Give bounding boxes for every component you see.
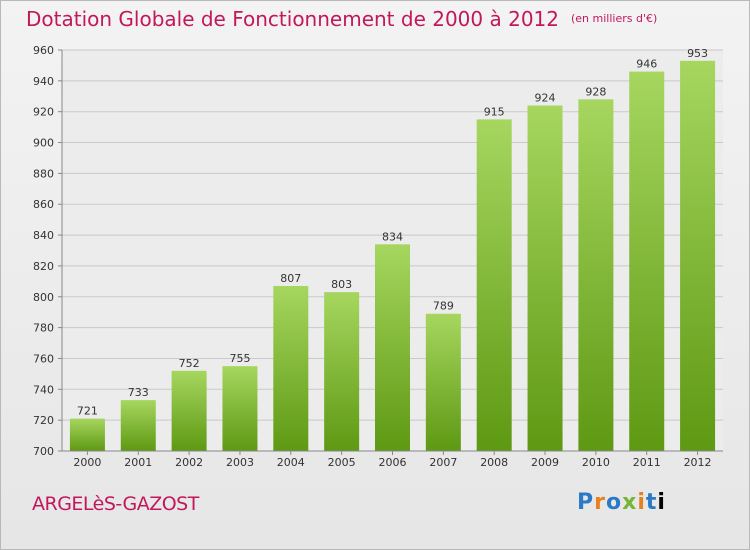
y-tick-label: 720	[33, 414, 54, 427]
y-tick-label: 740	[33, 383, 54, 396]
value-label: 834	[382, 230, 403, 243]
bar-2004	[273, 285, 309, 451]
bar-2001	[120, 400, 156, 451]
bar-2012	[680, 60, 716, 452]
city-name: ARGELèS-GAZOST	[32, 493, 199, 515]
bar-2009	[527, 105, 563, 452]
y-tick-label: 900	[33, 137, 54, 150]
x-tick-label: 2012	[684, 456, 712, 469]
x-tick-label: 2006	[379, 456, 407, 469]
bar-2010	[578, 99, 614, 451]
value-labels: 721 733 752 755 807 803 834 789 915 924 928 946 953	[77, 47, 708, 418]
x-tick-label: 2004	[277, 456, 305, 469]
y-tick-label: 780	[33, 322, 54, 335]
y-tick-label: 840	[33, 229, 54, 242]
chart-unit: (en milliers d'€)	[571, 12, 658, 25]
y-axis: 700 720 740 760 780 800 820 840 860 880 900 920 940 9…	[33, 44, 63, 458]
y-tick-label: 800	[33, 291, 54, 304]
bar-2002	[171, 370, 207, 451]
y-tick-label: 960	[33, 44, 54, 57]
y-tick-label: 820	[33, 260, 54, 273]
value-label: 807	[280, 272, 301, 285]
x-tick-label: 2002	[175, 456, 203, 469]
value-label: 755	[229, 352, 250, 365]
y-tick-label: 760	[33, 352, 54, 365]
y-tick-label: 860	[33, 198, 54, 211]
x-tick-label: 2008	[480, 456, 508, 469]
value-label: 752	[179, 357, 200, 370]
y-tick-label: 880	[33, 167, 54, 180]
value-label: 924	[535, 92, 556, 105]
x-tick-label: 2009	[531, 456, 559, 469]
y-tick-label: 920	[33, 106, 54, 119]
bar-2007	[425, 313, 461, 451]
y-tick-label: 700	[33, 445, 54, 458]
proxiti-logo: Proxiti	[577, 490, 666, 515]
value-label: 928	[585, 85, 606, 98]
bar-2000	[69, 418, 105, 451]
x-tick-label: 2003	[226, 456, 254, 469]
x-axis: 2000 2001 2002 2003 2004 2005 2006 2007 2008 2009…	[62, 450, 723, 469]
value-label: 946	[636, 58, 657, 71]
value-label: 915	[484, 105, 505, 118]
x-tick-label: 2001	[124, 456, 152, 469]
bar-2008	[476, 119, 512, 452]
chart-title: Dotation Globale de Fonctionnement de 20…	[26, 7, 657, 31]
x-tick-label: 2007	[429, 456, 457, 469]
x-tick-label: 2005	[328, 456, 356, 469]
value-label: 733	[128, 386, 149, 399]
bar-2003	[222, 366, 258, 451]
x-tick-label: 2010	[582, 456, 610, 469]
x-tick-label: 2000	[73, 456, 101, 469]
value-label: 803	[331, 278, 352, 291]
bars	[69, 60, 716, 452]
chart-title-text: Dotation Globale de Fonctionnement de 20…	[26, 7, 559, 31]
bar-2011	[629, 71, 665, 451]
value-label: 953	[687, 47, 708, 60]
bar-2005	[324, 292, 360, 451]
x-tick-label: 2011	[633, 456, 661, 469]
y-tick-label: 940	[33, 75, 54, 88]
bar-2006	[375, 244, 410, 451]
value-label: 789	[433, 300, 454, 313]
value-label: 721	[77, 405, 98, 418]
